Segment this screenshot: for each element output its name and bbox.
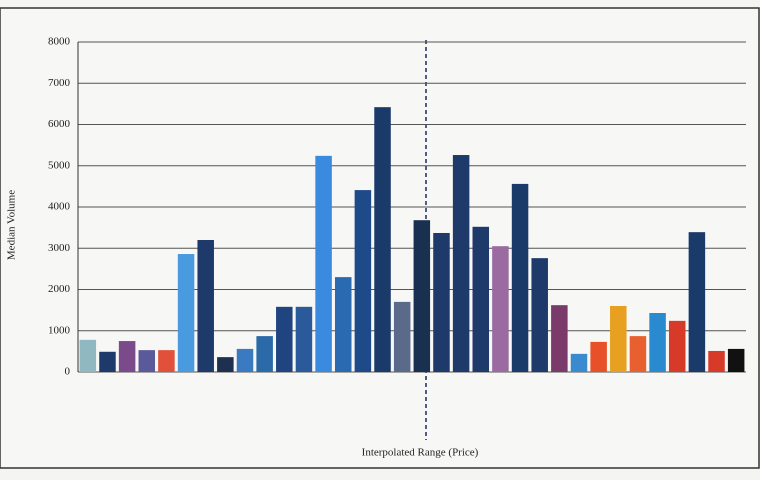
- bar: [118, 341, 136, 372]
- y-tick-label: 6000: [48, 118, 71, 130]
- bar: [413, 220, 431, 372]
- y-tick-label: 7000: [48, 77, 71, 89]
- bar: [217, 357, 234, 372]
- bar: [452, 155, 470, 372]
- x-axis-label: Interpolated Range (Price): [362, 447, 479, 459]
- bar: [472, 226, 490, 372]
- bar: [79, 339, 97, 372]
- bar: [177, 254, 195, 372]
- bar: [236, 348, 254, 372]
- bar: [315, 155, 332, 372]
- bar: [629, 336, 647, 372]
- bar: [708, 350, 725, 372]
- bar: [433, 232, 450, 372]
- bar: [727, 348, 745, 372]
- bar: [256, 336, 273, 372]
- bar: [158, 350, 175, 372]
- bar: [354, 190, 372, 372]
- bar: [668, 320, 686, 372]
- bar: [590, 341, 607, 372]
- y-tick-label: 4000: [48, 201, 71, 213]
- bar: [492, 246, 509, 372]
- bar: [531, 258, 548, 372]
- y-tick-label: 5000: [48, 159, 71, 171]
- y-tick-label: 0: [65, 366, 71, 378]
- bar: [511, 183, 529, 372]
- bar: [334, 277, 352, 372]
- bar: [393, 301, 411, 372]
- y-axis-label: Median Volume: [6, 190, 18, 260]
- bar: [610, 306, 627, 372]
- bar: [570, 353, 588, 372]
- y-tick-label: 2000: [48, 283, 71, 295]
- y-tick-label: 3000: [48, 242, 71, 254]
- bar: [374, 107, 391, 373]
- bar: [276, 306, 293, 372]
- bar: [649, 313, 666, 372]
- bar: [688, 232, 706, 372]
- bar: [99, 351, 116, 372]
- bar: [138, 350, 156, 372]
- bar: [197, 240, 214, 372]
- bar: [295, 306, 313, 372]
- bar: [551, 305, 568, 372]
- y-tick-label: 8000: [48, 36, 71, 48]
- y-tick-label: 1000: [48, 324, 71, 336]
